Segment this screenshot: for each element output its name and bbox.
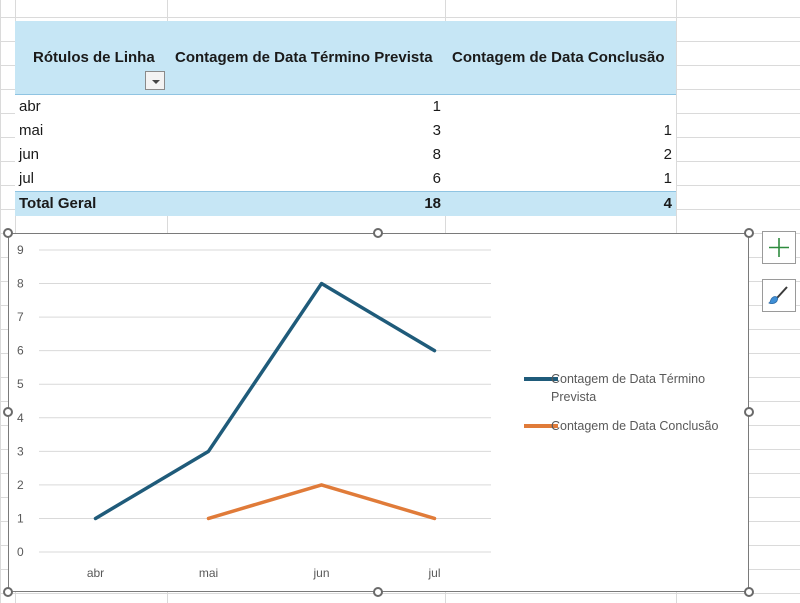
legend-label-prevista[interactable]: Contagem de Data Término Prevista [551,372,706,404]
row-labels-filter-button[interactable] [145,71,165,90]
x-tick-label: jul [427,566,440,580]
pivot-header-row: Rótulos de Linha Contagem de Data Términ… [15,21,676,95]
legend-label-conclusao[interactable]: Contagem de Data Conclusão [551,419,719,433]
pivot-row[interactable]: mai 3 1 [15,119,676,143]
y-tick-label: 8 [17,277,24,291]
pivot-row[interactable]: jul 6 1 [15,167,676,191]
x-tick-label: mai [199,566,218,580]
prevista-value: 6 [432,170,441,187]
resize-handle-bottom-right[interactable] [744,587,754,597]
total-conclusao: 4 [663,195,672,212]
pivot-row[interactable]: abr 1 [15,95,676,119]
plus-icon [769,238,789,257]
prevista-value: 1 [432,98,441,115]
total-prevista: 18 [424,195,441,212]
pivot-row[interactable]: jun 8 2 [15,143,676,167]
y-tick-label: 9 [17,243,24,257]
resize-handle-top-left[interactable] [3,228,13,238]
line-chart[interactable]: 0 1 2 3 4 5 6 7 8 9 abr mai jun jul Contagem de Data … [8,233,749,592]
total-label: Total Geral [19,195,97,212]
y-tick-label: 6 [17,344,24,358]
y-tick-label: 3 [17,444,24,458]
conclusao-value: 1 [663,122,672,139]
resize-handle-left[interactable] [3,407,13,417]
pivot-table: Rótulos de Linha Contagem de Data Términ… [15,21,676,216]
legend-swatch-conclusao [524,424,558,428]
y-tick-label: 0 [17,545,24,559]
y-tick-label: 1 [17,511,24,525]
header-row-labels[interactable]: Rótulos de Linha [33,49,155,66]
legend-swatch-prevista [524,377,558,381]
chart-plot: 0 1 2 3 4 5 6 7 8 9 abr mai jun jul [17,243,491,580]
prevista-value: 3 [432,122,441,139]
chart-styles-button[interactable] [762,279,796,312]
y-tick-label: 2 [17,478,24,492]
resize-handle-bottom-left[interactable] [3,587,13,597]
prevista-value: 8 [432,146,441,163]
header-prevista[interactable]: Contagem de Data Término Prevista [175,49,433,66]
header-conclusao[interactable]: Contagem de Data Conclusão [452,49,665,66]
y-tick-label: 4 [17,411,24,425]
resize-handle-top[interactable] [373,228,383,238]
row-label: mai [19,122,44,139]
brush-icon [768,286,788,304]
row-label: jul [19,170,35,187]
x-tick-label: jun [312,566,329,580]
y-tick-label: 7 [17,310,24,324]
resize-handle-bottom[interactable] [373,587,383,597]
x-tick-label: abr [87,566,104,580]
series-line-conclusao[interactable] [206,483,437,521]
pivot-total-row[interactable]: Total Geral 18 4 [15,191,676,216]
chart-elements-button[interactable] [762,231,796,264]
row-label: jun [19,146,40,163]
resize-handle-right[interactable] [744,407,754,417]
conclusao-value: 2 [663,146,672,163]
resize-handle-top-right[interactable] [744,228,754,238]
series-line-prevista[interactable] [93,281,437,521]
row-label: abr [19,98,41,115]
y-tick-label: 5 [17,377,24,391]
conclusao-value: 1 [663,170,672,187]
